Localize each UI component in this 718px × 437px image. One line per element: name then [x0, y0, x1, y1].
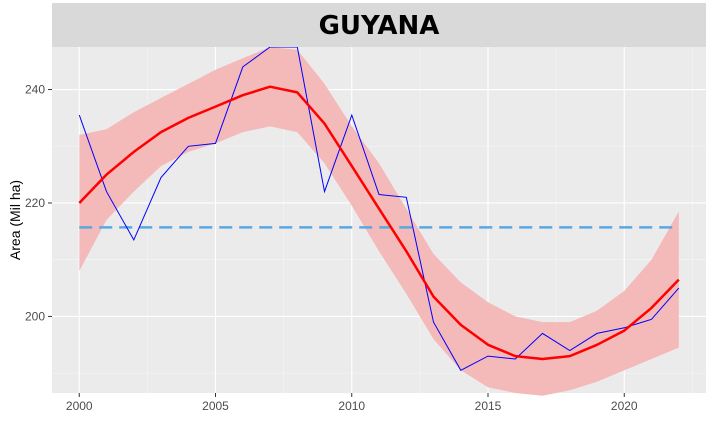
y-axis-label: Area (Mil ha) — [7, 180, 23, 260]
x-axis-ticks: 2000 2005 2010 2015 2020 — [66, 393, 638, 413]
observed-series-line — [78, 46, 680, 371]
y-tick-label: 220 — [25, 196, 45, 210]
y-axis-ticks: 200 220 240 — [25, 83, 52, 323]
y-tick-label: 200 — [25, 309, 45, 323]
confidence-band — [79, 47, 679, 396]
smoothed-trend-line — [78, 85, 680, 361]
x-tick-label: 2015 — [475, 399, 502, 413]
y-tick-label: 240 — [25, 83, 45, 97]
x-tick-label: 2010 — [338, 399, 365, 413]
title-strip — [52, 3, 706, 47]
chart-title: GUYANA — [319, 11, 440, 41]
x-tick-label: 2000 — [66, 399, 93, 413]
x-tick-label: 2005 — [202, 399, 229, 413]
x-tick-label: 2020 — [611, 399, 638, 413]
